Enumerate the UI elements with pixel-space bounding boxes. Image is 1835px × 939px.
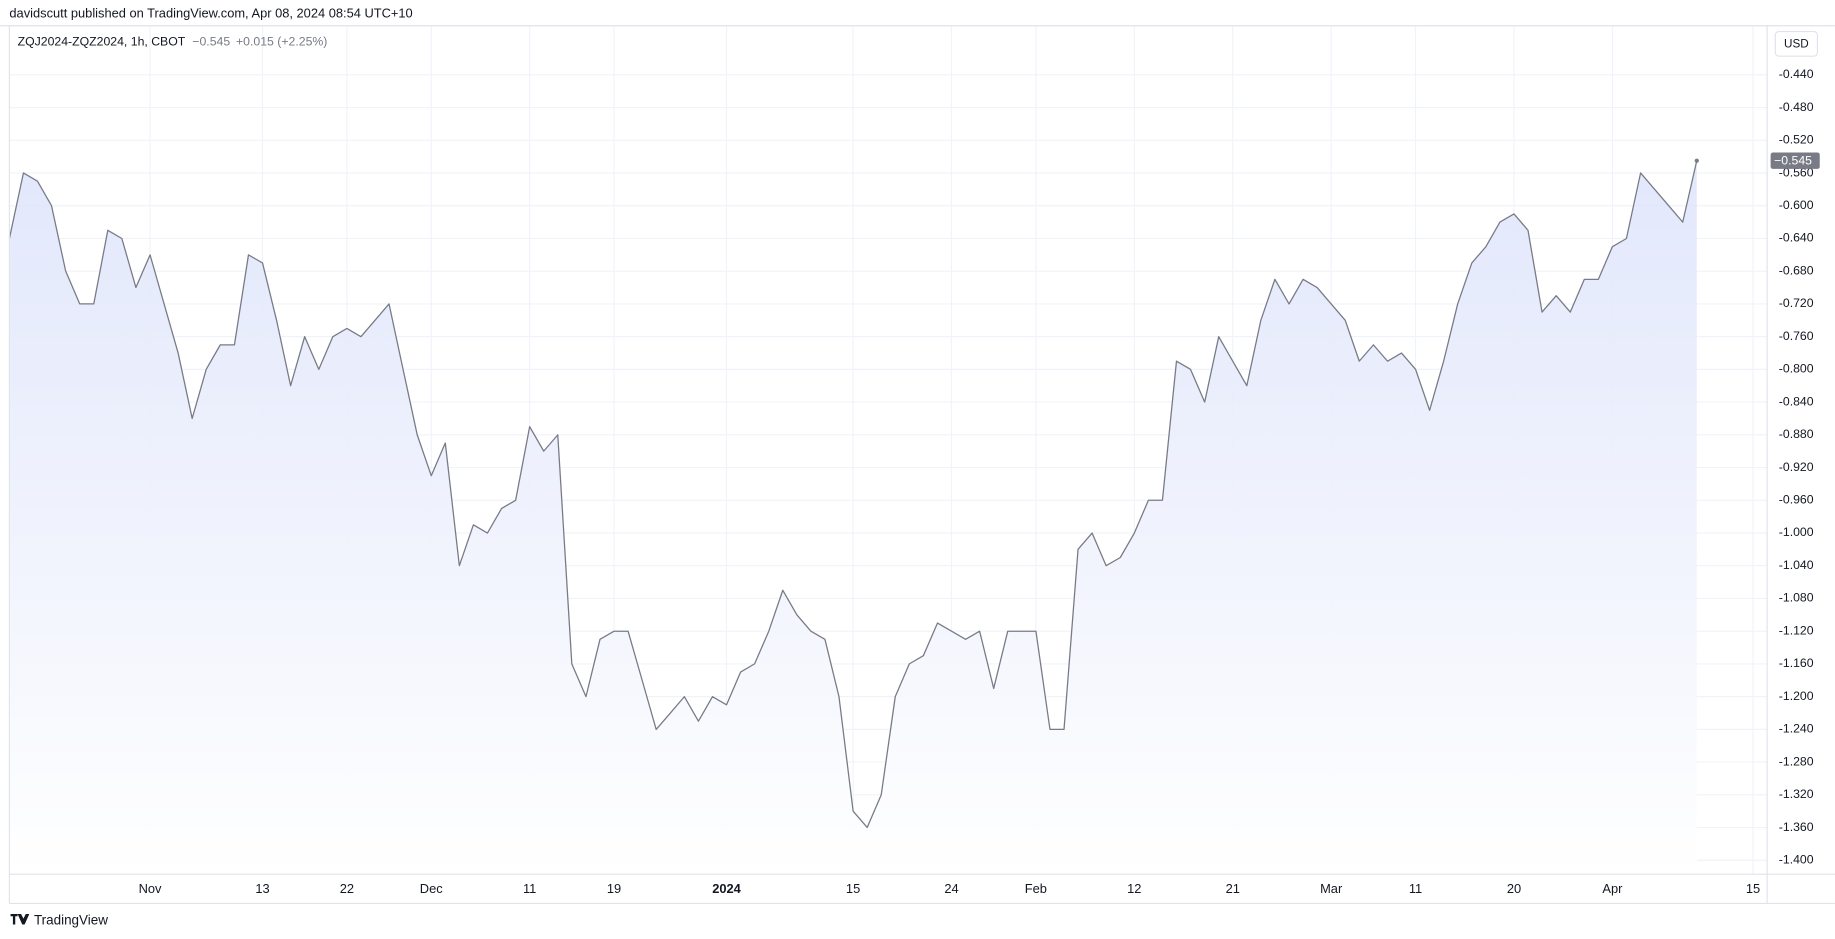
legend-symbol: ZQJ2024-ZQZ2024, 1h, CBOT [18,34,186,48]
y-tick-label: -1.320 [1779,787,1814,801]
y-tick-label: -1.080 [1779,591,1814,605]
y-tick-label: -0.840 [1779,394,1814,408]
y-tick-label: -1.000 [1779,525,1814,539]
x-tick-label: 11 [1409,881,1422,896]
x-tick-label: Nov [139,881,162,896]
x-tick-label: 13 [255,881,269,896]
legend-last: −0.545 [192,34,230,48]
y-tick-label: -1.120 [1779,623,1814,637]
x-tick-label: 15 [1746,881,1760,896]
price-tag [1770,152,1820,169]
footer-brand: TradingView [34,913,108,928]
x-tick-label: Apr [1602,881,1623,896]
currency-button[interactable] [1774,31,1818,57]
y-tick-label: -0.440 [1779,67,1814,81]
y-tick-label: -0.720 [1779,296,1814,310]
x-tick-label: 12 [1127,881,1141,896]
last-point [1694,158,1699,163]
x-tick-label: 2024 [712,881,741,896]
y-tick-label: -0.680 [1779,263,1814,277]
x-tick-label: 15 [846,881,860,896]
currency-label[interactable]: USD [1784,38,1809,51]
legend-change: +0.015 (+2.25%) [236,34,327,48]
x-tick-label: Feb [1025,881,1047,896]
y-tick-label: -0.920 [1779,460,1814,474]
y-tick-label: -0.600 [1779,198,1814,212]
x-tick-label: 11 [523,881,536,896]
price-tag-label: −0.545 [1774,154,1812,168]
y-tick-label: -0.800 [1779,362,1814,376]
y-tick-label: -1.160 [1779,656,1814,670]
y-tick-label: -1.400 [1779,853,1814,867]
y-tick-label: -1.240 [1779,722,1814,736]
brand-logo [10,913,30,925]
y-tick-label: -0.640 [1779,231,1814,245]
y-tick-label: -0.520 [1779,133,1814,147]
x-tick-label: 19 [607,881,621,896]
area-fill [9,160,1697,875]
x-tick-label: 20 [1507,881,1521,896]
x-tick-label: Mar [1320,881,1343,896]
y-tick-label: -0.880 [1779,427,1814,441]
x-tick-label: 22 [340,881,354,896]
y-tick-label: -1.360 [1779,820,1814,834]
y-tick-label: -0.760 [1779,329,1814,343]
price-line [8,160,1698,829]
axes: -0.440-0.480-0.520-0.560-0.600-0.640-0.6… [0,25,1835,905]
plot [8,158,1699,875]
x-tick-label: 21 [1226,881,1240,896]
x-tick-label: Dec [420,881,443,896]
y-tick-label: -1.280 [1779,754,1814,768]
y-tick-label: -0.960 [1779,493,1814,507]
header: davidscutt published on TradingView.com,… [9,5,412,20]
x-tick-label: 24 [944,881,958,896]
y-tick-label: -1.040 [1779,558,1814,572]
y-tick-label: -1.200 [1779,689,1814,703]
y-tick-label: -0.480 [1779,100,1814,114]
